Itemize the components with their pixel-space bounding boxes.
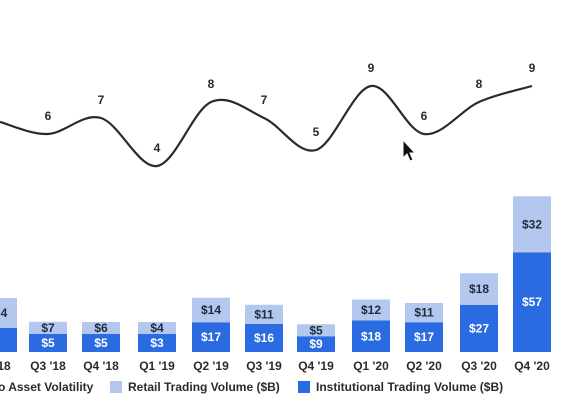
x-tick-label: Q2 '19	[193, 359, 229, 373]
bar-label-retail: $7	[41, 321, 55, 335]
bar-label-institutional: $27	[469, 321, 489, 335]
legend-item-retail: Retail Trading Volume ($B)	[128, 380, 280, 394]
x-tick-label: Q3 '18	[30, 359, 66, 373]
bar-label-retail: $4	[150, 321, 164, 335]
bar-retail	[138, 322, 176, 334]
bar-label-institutional: $3	[150, 336, 164, 350]
bar-retail	[245, 304, 283, 324]
bar-retail	[82, 322, 120, 334]
legend: o Asset Volatility Retail Trading Volume…	[0, 376, 565, 400]
bar-institutional	[192, 322, 230, 352]
volatility-line	[0, 84, 533, 168]
bar-label-institutional: $57	[522, 295, 542, 309]
mouse-cursor-icon	[402, 138, 417, 162]
bar-institutional	[138, 334, 176, 352]
volatility-label: 8	[208, 77, 215, 91]
bar-label-institutional: $17	[414, 330, 434, 344]
bar-institutional	[0, 328, 17, 352]
bar-institutional	[460, 304, 498, 352]
bar-label-retail: 4	[1, 306, 8, 320]
x-tick-label: Q1 '20	[353, 359, 389, 373]
x-tick-label: Q2 '20	[406, 359, 442, 373]
x-tick-label: Q3 '19	[246, 359, 282, 373]
x-tick-label: 18	[0, 359, 11, 373]
bar-institutional	[82, 334, 120, 352]
bar-institutional	[352, 320, 390, 352]
bar-institutional	[29, 334, 67, 352]
bar-retail	[513, 196, 551, 253]
bar-institutional	[245, 324, 283, 352]
x-tick-label: Q4 '19	[298, 359, 334, 373]
bar-label-retail: $32	[522, 217, 542, 231]
legend-item-institutional: Institutional Trading Volume ($B)	[316, 380, 504, 394]
bar-institutional	[513, 252, 551, 352]
legend-swatch-retail	[110, 381, 122, 393]
bar-retail	[0, 298, 17, 328]
bar-label-retail: $6	[94, 321, 108, 335]
legend-swatch-institutional	[298, 381, 310, 393]
stacked-bar-line-chart: 4$5$7$5$6$3$4$17$14$16$11$9$5 $18$12$17$1…	[0, 61, 551, 373]
bar-retail	[460, 273, 498, 305]
bar-retail	[352, 299, 390, 321]
bar-label-retail: $5	[309, 323, 323, 337]
bar-retail	[192, 297, 230, 323]
bar-retail	[405, 303, 443, 323]
bar-label-institutional: $5	[41, 336, 55, 350]
volatility-label: 4	[154, 141, 161, 155]
bar-label-retail: $14	[201, 303, 221, 317]
volatility-line-layer	[0, 84, 533, 168]
volatility-label: 9	[529, 61, 536, 75]
volatility-label: 7	[261, 93, 268, 107]
bar-retail	[29, 321, 67, 334]
volatility-label: 6	[421, 109, 428, 123]
legend-item-volatility: o Asset Volatility	[0, 380, 94, 394]
x-tick-label: Q1 '19	[139, 359, 175, 373]
bar-label-retail: $11	[254, 307, 274, 321]
bar-label-retail: $18	[469, 282, 489, 296]
bar-label-institutional: $16	[254, 331, 274, 345]
volatility-label: 7	[98, 93, 105, 107]
volatility-label: 5	[313, 125, 320, 139]
volatility-label: 6	[45, 109, 52, 123]
bar-label-retail: $12	[361, 303, 381, 317]
bar-institutional	[297, 336, 335, 352]
bar-retail	[297, 324, 335, 337]
bars-layer	[0, 196, 551, 352]
bar-label-institutional: $9	[309, 337, 323, 351]
volatility-label: 8	[476, 77, 483, 91]
x-axis-ticks: 18 Q3 '18 Q4 '18 Q1 '19 Q2 '19 Q3 '19 Q4 '19 Q1…	[0, 359, 550, 373]
bar-label-retail: $11	[414, 306, 434, 320]
volatility-label: 9	[368, 61, 375, 75]
bar-label-institutional: $18	[361, 329, 381, 343]
bar-label-institutional: $5	[94, 336, 108, 350]
x-tick-label: Q4 '18	[83, 359, 119, 373]
bar-label-institutional: $17	[201, 330, 221, 344]
x-tick-label: Q4 '20	[514, 359, 550, 373]
x-tick-label: Q3 '20	[461, 359, 497, 373]
labels-layer: 4$5$7$5$6$3$4$17$14$16$11$9$5 $18$12$17$1…	[1, 61, 543, 351]
bar-institutional	[405, 322, 443, 352]
